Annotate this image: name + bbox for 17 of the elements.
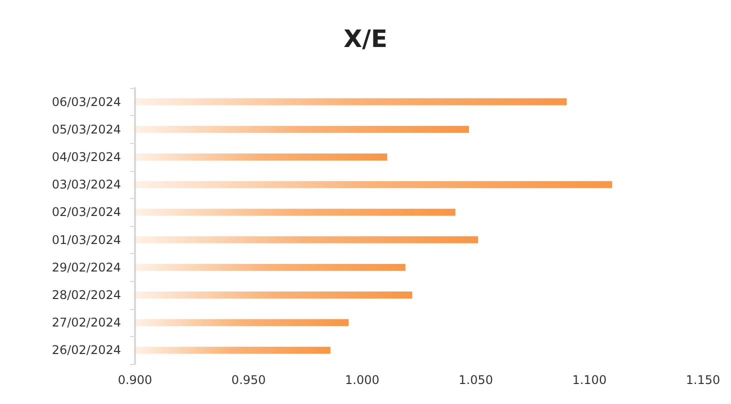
x-tick-label: 1.050 [458, 373, 493, 387]
y-tick-label: 26/02/2024 [52, 343, 121, 358]
x-tick-label: 1.000 [345, 373, 380, 387]
x-tick-label: 1.150 [686, 373, 720, 387]
y-tick-label: 01/03/2024 [52, 232, 121, 247]
x-tick-label: 1.100 [572, 373, 607, 387]
x-tick-label: 0.900 [118, 373, 152, 387]
y-tick-label: 06/03/2024 [52, 94, 121, 109]
x-tick-label: 0.950 [231, 373, 266, 387]
y-tick-label: 28/02/2024 [52, 288, 121, 302]
y-tick-label: 27/02/2024 [52, 316, 121, 330]
y-tick-label: 05/03/2024 [52, 122, 121, 136]
y-tick-label: 04/03/2024 [52, 150, 121, 164]
y-tick-label: 02/03/2024 [52, 205, 121, 220]
chart-title: X/E [344, 25, 388, 53]
y-tick-label: 29/02/2024 [52, 260, 121, 274]
y-tick-label: 03/03/2024 [52, 178, 121, 192]
